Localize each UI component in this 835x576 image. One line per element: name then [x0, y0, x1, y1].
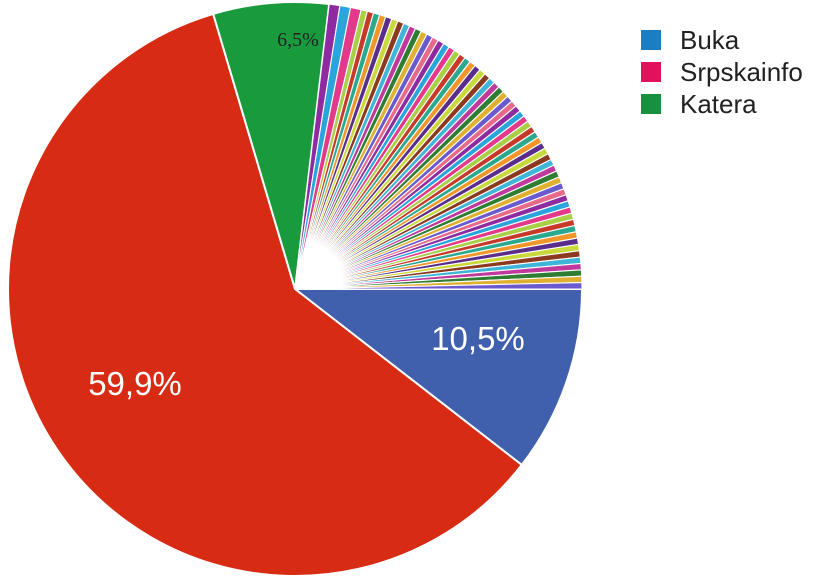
legend-item-katera: Katera: [641, 88, 803, 120]
data-label: 6,5%: [277, 29, 319, 51]
pie-slice-small: [294, 282, 583, 290]
pie-slice-1: [7, 12, 524, 576]
pie-slice-0: [292, 288, 584, 467]
legend-swatch: [641, 94, 661, 114]
legend-swatch: [641, 62, 661, 82]
legend-label: Srpskainfo: [680, 56, 803, 87]
pie-slice-2: [211, 1, 331, 290]
legend-label: Katera: [680, 88, 757, 119]
legend-item-srpskainfo: Srpskainfo: [641, 56, 803, 88]
legend-item-buka: Buka: [641, 24, 803, 56]
data-label: 10,5%: [431, 320, 525, 357]
legend-swatch: [641, 30, 661, 50]
data-label: 59,9%: [88, 365, 182, 402]
legend-label: Buka: [680, 24, 740, 55]
legend: Buka Srpskainfo Katera: [641, 24, 803, 120]
